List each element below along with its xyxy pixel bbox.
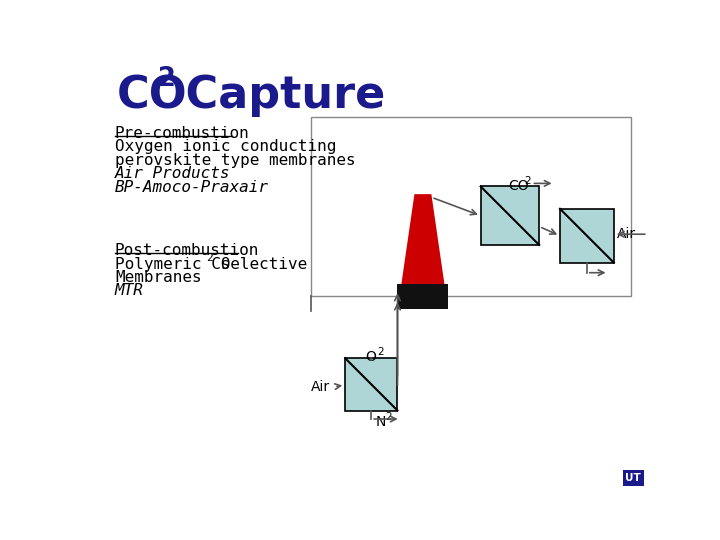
Text: Pre-combustion: Pre-combustion <box>115 126 250 141</box>
Text: 2: 2 <box>206 253 212 264</box>
Text: Air: Air <box>310 380 330 394</box>
Bar <box>345 358 397 410</box>
Text: Membranes: Membranes <box>115 269 202 285</box>
Text: Post-combustion: Post-combustion <box>115 244 259 259</box>
Bar <box>481 186 539 245</box>
Bar <box>311 117 631 296</box>
Text: Capture: Capture <box>171 74 386 117</box>
Text: Oxygen ionic conducting: Oxygen ionic conducting <box>115 139 336 154</box>
Text: CO: CO <box>117 74 187 117</box>
Text: 2: 2 <box>377 347 384 356</box>
Text: Air Products: Air Products <box>115 166 230 181</box>
Text: CO: CO <box>508 179 529 193</box>
Text: UT: UT <box>626 473 641 483</box>
Text: MTR: MTR <box>115 283 144 298</box>
Text: perovskite type membranes: perovskite type membranes <box>115 153 356 167</box>
Text: 2: 2 <box>385 412 392 422</box>
Text: 2: 2 <box>523 176 531 186</box>
Text: selective: selective <box>211 256 307 272</box>
Text: O: O <box>365 350 376 364</box>
Bar <box>397 284 449 309</box>
Text: BP-Amoco-Praxair: BP-Amoco-Praxair <box>115 179 269 194</box>
Text: N: N <box>376 415 387 429</box>
Bar <box>560 209 614 262</box>
Polygon shape <box>401 194 444 284</box>
Text: Polymeric CO: Polymeric CO <box>115 256 230 272</box>
Text: 2: 2 <box>158 65 176 92</box>
Text: Air: Air <box>617 227 636 241</box>
